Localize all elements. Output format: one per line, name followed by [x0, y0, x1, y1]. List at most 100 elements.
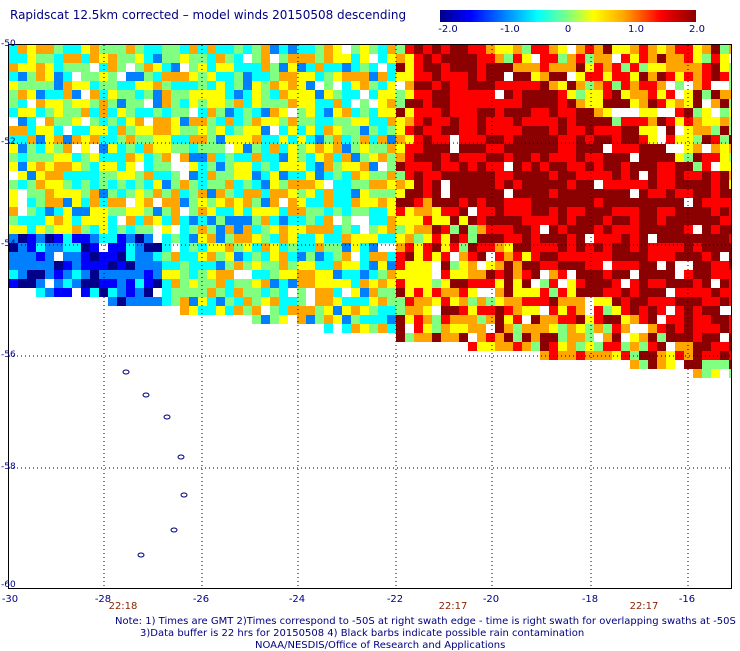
heatmap-cell [729, 153, 731, 162]
heatmap-cell [225, 180, 234, 189]
heatmap-cell [396, 135, 405, 144]
heatmap-cell [90, 288, 99, 297]
heatmap-cell [396, 279, 405, 288]
heatmap-cell [99, 171, 108, 180]
heatmap-cell [270, 288, 279, 297]
heatmap-cell [108, 171, 117, 180]
heatmap-cell [432, 297, 441, 306]
heatmap-cell [252, 99, 261, 108]
heatmap-cell [477, 243, 486, 252]
heatmap-cell [729, 81, 731, 90]
heatmap-cell [216, 171, 225, 180]
x-tick-label: -18 [581, 594, 599, 605]
heatmap-cell [657, 117, 666, 126]
heatmap-cell [153, 81, 162, 90]
heatmap-cell [270, 81, 279, 90]
heatmap-cell [522, 306, 531, 315]
heatmap-cell [81, 54, 90, 63]
heatmap-cell [162, 108, 171, 117]
heatmap-cell [630, 333, 639, 342]
heatmap-cell [315, 72, 324, 81]
heatmap-cell [639, 54, 648, 63]
heatmap-cell [261, 189, 270, 198]
heatmap-cell [162, 297, 171, 306]
heatmap-cell [342, 63, 351, 72]
heatmap-cell [729, 162, 731, 171]
heatmap-cell [261, 63, 270, 72]
heatmap-cell [414, 72, 423, 81]
heatmap-cell [171, 252, 180, 261]
heatmap-cell [297, 45, 306, 54]
heatmap-cell [369, 261, 378, 270]
heatmap-cell [63, 207, 72, 216]
heatmap-cell [27, 171, 36, 180]
heatmap-cell [333, 207, 342, 216]
heatmap-cell [459, 306, 468, 315]
heatmap-cell [180, 261, 189, 270]
heatmap-cell [351, 225, 360, 234]
heatmap-cell [27, 189, 36, 198]
heatmap-cell [297, 180, 306, 189]
heatmap-cell [432, 117, 441, 126]
heatmap-cell [585, 315, 594, 324]
heatmap-cell [495, 126, 504, 135]
x-tick-label: -28 [94, 594, 112, 605]
heatmap-cell [63, 279, 72, 288]
heatmap-cell [603, 99, 612, 108]
heatmap-cell [234, 306, 243, 315]
heatmap-cell [126, 144, 135, 153]
heatmap-cell [468, 198, 477, 207]
heatmap-cell [351, 144, 360, 153]
heatmap-cell [405, 207, 414, 216]
heatmap-cell [126, 99, 135, 108]
heatmap-cell [378, 306, 387, 315]
heatmap-cell [18, 153, 27, 162]
heatmap-cell [450, 297, 459, 306]
heatmap-cell [387, 99, 396, 108]
heatmap-cell [36, 90, 45, 99]
heatmap-cell [72, 135, 81, 144]
heatmap-cell [585, 99, 594, 108]
heatmap-cell [234, 144, 243, 153]
heatmap-cell [630, 306, 639, 315]
heatmap-cell [711, 72, 720, 81]
heatmap-cell [414, 279, 423, 288]
heatmap-cell [99, 270, 108, 279]
heatmap-cell [540, 216, 549, 225]
heatmap-cell [45, 45, 54, 54]
heatmap-cell [486, 135, 495, 144]
heatmap-cell [18, 261, 27, 270]
heatmap-cell [27, 117, 36, 126]
heatmap-cell [675, 234, 684, 243]
heatmap-cell [468, 225, 477, 234]
heatmap-cell [180, 126, 189, 135]
heatmap-cell [441, 45, 450, 54]
heatmap-cell [144, 72, 153, 81]
heatmap-cell [243, 126, 252, 135]
heatmap-cell [234, 72, 243, 81]
heatmap-cell [126, 234, 135, 243]
heatmap-cell [657, 72, 666, 81]
heatmap-cell [378, 54, 387, 63]
heatmap-cell [279, 252, 288, 261]
heatmap-cell [135, 99, 144, 108]
heatmap-cell [90, 90, 99, 99]
heatmap-cell [459, 333, 468, 342]
heatmap-cell [153, 162, 162, 171]
heatmap-cell [351, 234, 360, 243]
heatmap-cell [549, 72, 558, 81]
heatmap-cell [504, 171, 513, 180]
heatmap-cell [387, 117, 396, 126]
heatmap-cell [63, 270, 72, 279]
heatmap-cell [423, 126, 432, 135]
heatmap-cell [189, 297, 198, 306]
heatmap-cell [648, 117, 657, 126]
heatmap-cell [594, 306, 603, 315]
heatmap-cell [414, 207, 423, 216]
heatmap-cell [270, 108, 279, 117]
heatmap-cell [459, 90, 468, 99]
heatmap-cell [522, 270, 531, 279]
heatmap-cell [27, 216, 36, 225]
heatmap-cell [441, 108, 450, 117]
heatmap-cell [459, 252, 468, 261]
